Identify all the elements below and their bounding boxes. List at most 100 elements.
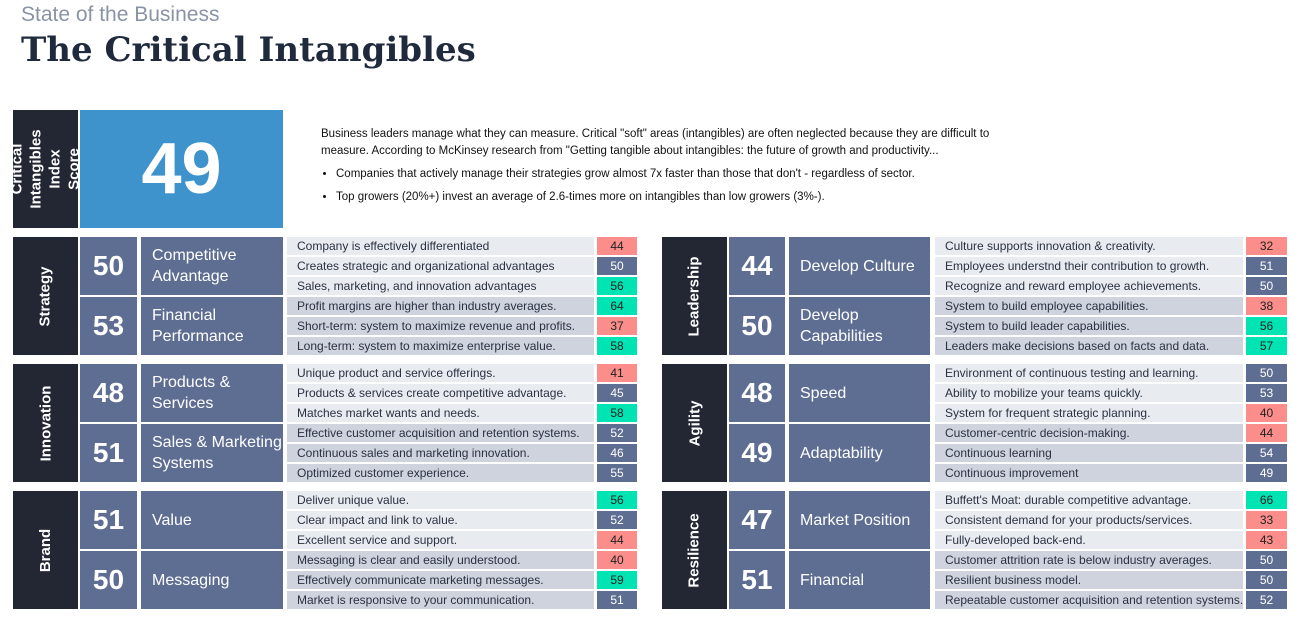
item-score: 56 bbox=[1246, 317, 1287, 335]
item-text: Market is responsive to your communicati… bbox=[287, 591, 594, 609]
item-score: 38 bbox=[1246, 297, 1287, 315]
subcategory-label: Products & Services bbox=[141, 364, 283, 422]
item-score: 32 bbox=[1246, 237, 1287, 255]
item-text: System to build employee capabilities. bbox=[935, 297, 1243, 315]
item-score: 44 bbox=[1246, 424, 1287, 442]
item-text: Customer-centric decision-making. bbox=[935, 424, 1243, 442]
subcategory-score: 48 bbox=[80, 364, 137, 422]
item-score: 52 bbox=[1246, 591, 1287, 609]
intro-bullet: Top growers (20%+) invest an average of … bbox=[336, 189, 1021, 206]
item-text: Recognize and reward employee achievemen… bbox=[935, 277, 1243, 295]
item-score: 52 bbox=[597, 511, 637, 529]
item-score: 40 bbox=[597, 551, 637, 569]
category-strategy: Strategy bbox=[13, 237, 78, 355]
item-score: 44 bbox=[597, 531, 637, 549]
item-text: System to build leader capabilities. bbox=[935, 317, 1243, 335]
category-label: Agility bbox=[686, 400, 703, 446]
item-text: Leaders make decisions based on facts an… bbox=[935, 337, 1243, 355]
item-text: Sales, marketing, and innovation advanta… bbox=[287, 277, 594, 295]
category-agility: Agility bbox=[662, 364, 727, 482]
item-text: Optimized customer experience. bbox=[287, 464, 594, 482]
item-score: 44 bbox=[597, 237, 637, 255]
category-brand: Brand bbox=[13, 491, 78, 609]
subcategory-score: 49 bbox=[729, 424, 785, 482]
item-score: 58 bbox=[597, 404, 637, 422]
index-score: 49 bbox=[80, 110, 283, 228]
item-text: Effective customer acquisition and reten… bbox=[287, 424, 594, 442]
item-score: 56 bbox=[597, 277, 637, 295]
subcategory-label: Financial bbox=[789, 551, 930, 609]
item-text: Clear impact and link to value. bbox=[287, 511, 594, 529]
item-score: 53 bbox=[1246, 384, 1287, 402]
category-label: Strategy bbox=[37, 265, 54, 327]
subcategory-score: 53 bbox=[80, 297, 137, 355]
subcategory-label: Value bbox=[141, 491, 283, 549]
item-text: Environment of continuous testing and le… bbox=[935, 364, 1243, 382]
item-score: 41 bbox=[597, 364, 637, 382]
item-text: Customer attrition rate is below industr… bbox=[935, 551, 1243, 569]
item-score: 49 bbox=[1246, 464, 1287, 482]
item-text: Culture supports innovation & creativity… bbox=[935, 237, 1243, 255]
item-score: 46 bbox=[597, 444, 637, 462]
item-text: Excellent service and support. bbox=[287, 531, 594, 549]
subcategory-score: 50 bbox=[80, 237, 137, 295]
subcategory-label: Adaptability bbox=[789, 424, 930, 482]
item-score: 66 bbox=[1246, 491, 1287, 509]
subcategory-label: Sales & Marketing Systems bbox=[141, 424, 283, 482]
item-text: Long-term: system to maximize enterprise… bbox=[287, 337, 594, 355]
item-text: Repeatable customer acquisition and rete… bbox=[935, 591, 1243, 609]
item-text: Ability to mobilize your teams quickly. bbox=[935, 384, 1243, 402]
subcategory-label: Competitive Advantage bbox=[141, 237, 283, 295]
item-score: 50 bbox=[1246, 364, 1287, 382]
item-text: Consistent demand for your products/serv… bbox=[935, 511, 1243, 529]
subcategory-score: 48 bbox=[729, 364, 785, 422]
item-text: Continuous learning bbox=[935, 444, 1243, 462]
category-label: Brand bbox=[37, 528, 54, 572]
item-text: Messaging is clear and easily understood… bbox=[287, 551, 594, 569]
item-score: 52 bbox=[597, 424, 637, 442]
item-score: 64 bbox=[597, 297, 637, 315]
item-score: 58 bbox=[597, 337, 637, 355]
subcategory-score: 51 bbox=[80, 491, 137, 549]
item-text: Matches market wants and needs. bbox=[287, 404, 594, 422]
item-text: Unique product and service offerings. bbox=[287, 364, 594, 382]
page-title: The Critical Intangibles bbox=[21, 30, 476, 70]
item-text: Products & services create competitive a… bbox=[287, 384, 594, 402]
item-score: 55 bbox=[597, 464, 637, 482]
item-text: Short-term: system to maximize revenue a… bbox=[287, 317, 594, 335]
item-score: 37 bbox=[597, 317, 637, 335]
item-score: 33 bbox=[1246, 511, 1287, 529]
item-score: 51 bbox=[1246, 257, 1287, 275]
intro-bullet: Companies that actively manage their str… bbox=[336, 166, 1021, 183]
item-score: 45 bbox=[597, 384, 637, 402]
item-score: 56 bbox=[597, 491, 637, 509]
index-label-box: Critical Intangibles Index Score bbox=[9, 110, 83, 228]
item-score: 50 bbox=[1246, 571, 1287, 589]
item-text: Deliver unique value. bbox=[287, 491, 594, 509]
item-text: Profit margins are higher than industry … bbox=[287, 297, 594, 315]
subcategory-label: Messaging bbox=[141, 551, 283, 609]
category-leadership: Leadership bbox=[662, 237, 727, 355]
category-label: Leadership bbox=[686, 255, 703, 337]
subcategory-score: 51 bbox=[80, 424, 137, 482]
category-label: Innovation bbox=[37, 385, 55, 461]
subcategory-label: Develop Capabilities bbox=[789, 297, 930, 355]
item-score: 50 bbox=[597, 257, 637, 275]
intro-paragraph: Business leaders manage what they can me… bbox=[321, 128, 990, 157]
page-subtitle: State of the Business bbox=[21, 3, 220, 26]
item-score: 54 bbox=[1246, 444, 1287, 462]
item-text: Continuous sales and marketing innovatio… bbox=[287, 444, 594, 462]
item-score: 50 bbox=[1246, 277, 1287, 295]
category-label: Resilience bbox=[686, 512, 703, 588]
subcategory-label: Speed bbox=[789, 364, 930, 422]
category-resilience: Resilience bbox=[662, 491, 727, 609]
subcategory-label: Develop Culture bbox=[789, 237, 930, 295]
item-score: 43 bbox=[1246, 531, 1287, 549]
item-text: Resilient business model. bbox=[935, 571, 1243, 589]
item-score: 50 bbox=[1246, 551, 1287, 569]
item-text: Fully-developed back-end. bbox=[935, 531, 1243, 549]
subcategory-label: Financial Performance bbox=[141, 297, 283, 355]
category-innovation: Innovation bbox=[13, 364, 78, 482]
subcategory-score: 51 bbox=[729, 551, 785, 609]
intro-text: Business leaders manage what they can me… bbox=[321, 126, 1021, 212]
